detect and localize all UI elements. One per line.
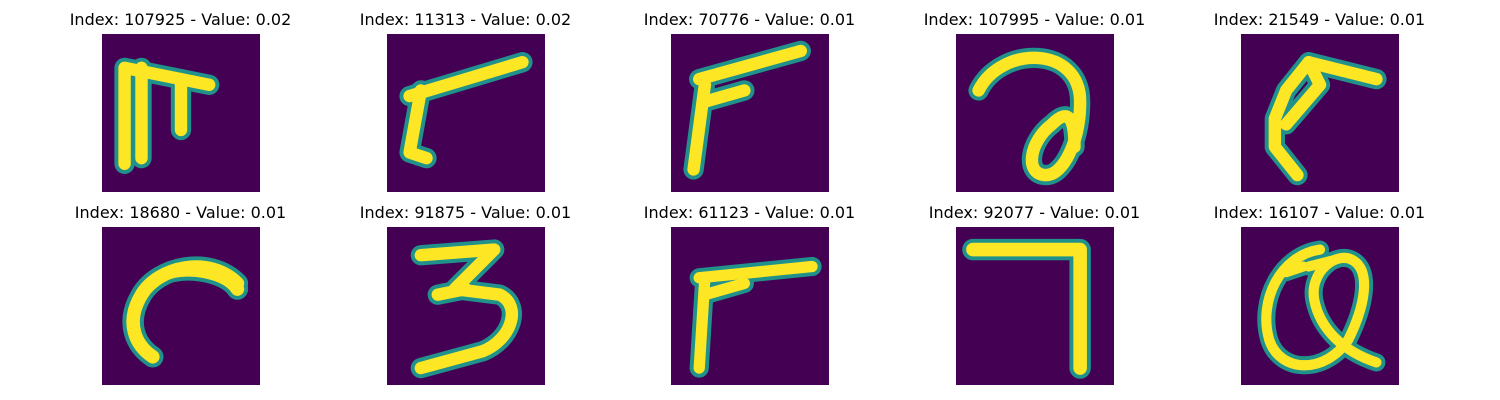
glyph-stroke [968, 47, 1091, 186]
glyph-image [102, 34, 260, 192]
glyph-stroke [962, 238, 1091, 379]
image-panel: Index: 21549 - Value: 0.01 [1177, 0, 1462, 192]
image-panel: Index: 107925 - Value: 0.02 [38, 0, 323, 192]
glyph-image [671, 227, 829, 385]
glyph-stroke [122, 256, 249, 368]
image-panel: Index: 91875 - Value: 0.01 [323, 193, 608, 385]
glyph-image [671, 34, 829, 192]
image-panel: Index: 92077 - Value: 0.01 [892, 193, 1177, 385]
image-panel: Index: 61123 - Value: 0.01 [607, 193, 892, 385]
glyph-stroke [114, 57, 220, 174]
glyph-image [956, 227, 1114, 385]
image-panel: Index: 16107 - Value: 0.01 [1177, 193, 1462, 385]
image-panel: Index: 18680 - Value: 0.01 [38, 193, 323, 385]
glyph-stroke [1257, 240, 1386, 375]
glyph-image [1241, 227, 1399, 385]
panel-title: Index: 92077 - Value: 0.01 [928, 203, 1141, 222]
panel-title: Index: 70776 - Value: 0.01 [643, 10, 856, 29]
glyph-image [387, 34, 545, 192]
glyph-image [1241, 34, 1399, 192]
glyph-stroke [410, 239, 522, 379]
glyph-stroke [399, 52, 533, 169]
glyph-image [102, 227, 260, 385]
glyph-image [956, 34, 1114, 192]
panel-title: Index: 107925 - Value: 0.02 [69, 10, 292, 29]
image-panel: Index: 70776 - Value: 0.01 [607, 0, 892, 192]
panel-title: Index: 11313 - Value: 0.02 [359, 10, 572, 29]
glyph-stroke [1264, 52, 1387, 186]
glyph-stroke [683, 40, 811, 180]
panel-title: Index: 18680 - Value: 0.01 [74, 203, 287, 222]
image-panel: Index: 11313 - Value: 0.02 [323, 0, 608, 192]
panel-title: Index: 61123 - Value: 0.01 [643, 203, 856, 222]
panel-title: Index: 91875 - Value: 0.01 [359, 203, 572, 222]
panel-title: Index: 16107 - Value: 0.01 [1213, 203, 1426, 222]
panel-title: Index: 107995 - Value: 0.01 [923, 10, 1146, 29]
panel-title: Index: 21549 - Value: 0.01 [1213, 10, 1426, 29]
glyph-stroke [689, 256, 822, 378]
image-panel: Index: 107995 - Value: 0.01 [892, 0, 1177, 192]
glyph-image [387, 227, 545, 385]
